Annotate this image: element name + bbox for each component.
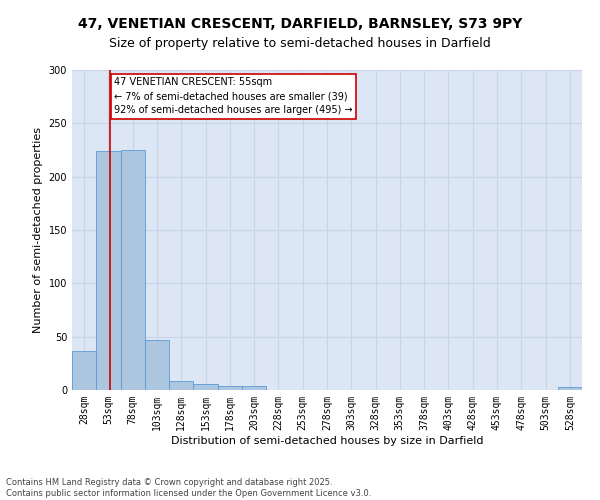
- Bar: [169, 382, 193, 390]
- Text: Size of property relative to semi-detached houses in Darfield: Size of property relative to semi-detach…: [109, 38, 491, 51]
- Bar: [558, 387, 582, 390]
- Bar: [121, 150, 145, 390]
- Text: 47 VENETIAN CRESCENT: 55sqm
← 7% of semi-detached houses are smaller (39)
92% of: 47 VENETIAN CRESCENT: 55sqm ← 7% of semi…: [114, 78, 353, 116]
- Bar: [193, 384, 218, 390]
- Bar: [145, 340, 169, 390]
- Bar: [96, 151, 121, 390]
- Bar: [218, 386, 242, 390]
- Bar: [242, 386, 266, 390]
- Bar: [72, 350, 96, 390]
- X-axis label: Distribution of semi-detached houses by size in Darfield: Distribution of semi-detached houses by …: [171, 436, 483, 446]
- Text: Contains HM Land Registry data © Crown copyright and database right 2025.
Contai: Contains HM Land Registry data © Crown c…: [6, 478, 371, 498]
- Y-axis label: Number of semi-detached properties: Number of semi-detached properties: [33, 127, 43, 333]
- Text: 47, VENETIAN CRESCENT, DARFIELD, BARNSLEY, S73 9PY: 47, VENETIAN CRESCENT, DARFIELD, BARNSLE…: [78, 18, 522, 32]
